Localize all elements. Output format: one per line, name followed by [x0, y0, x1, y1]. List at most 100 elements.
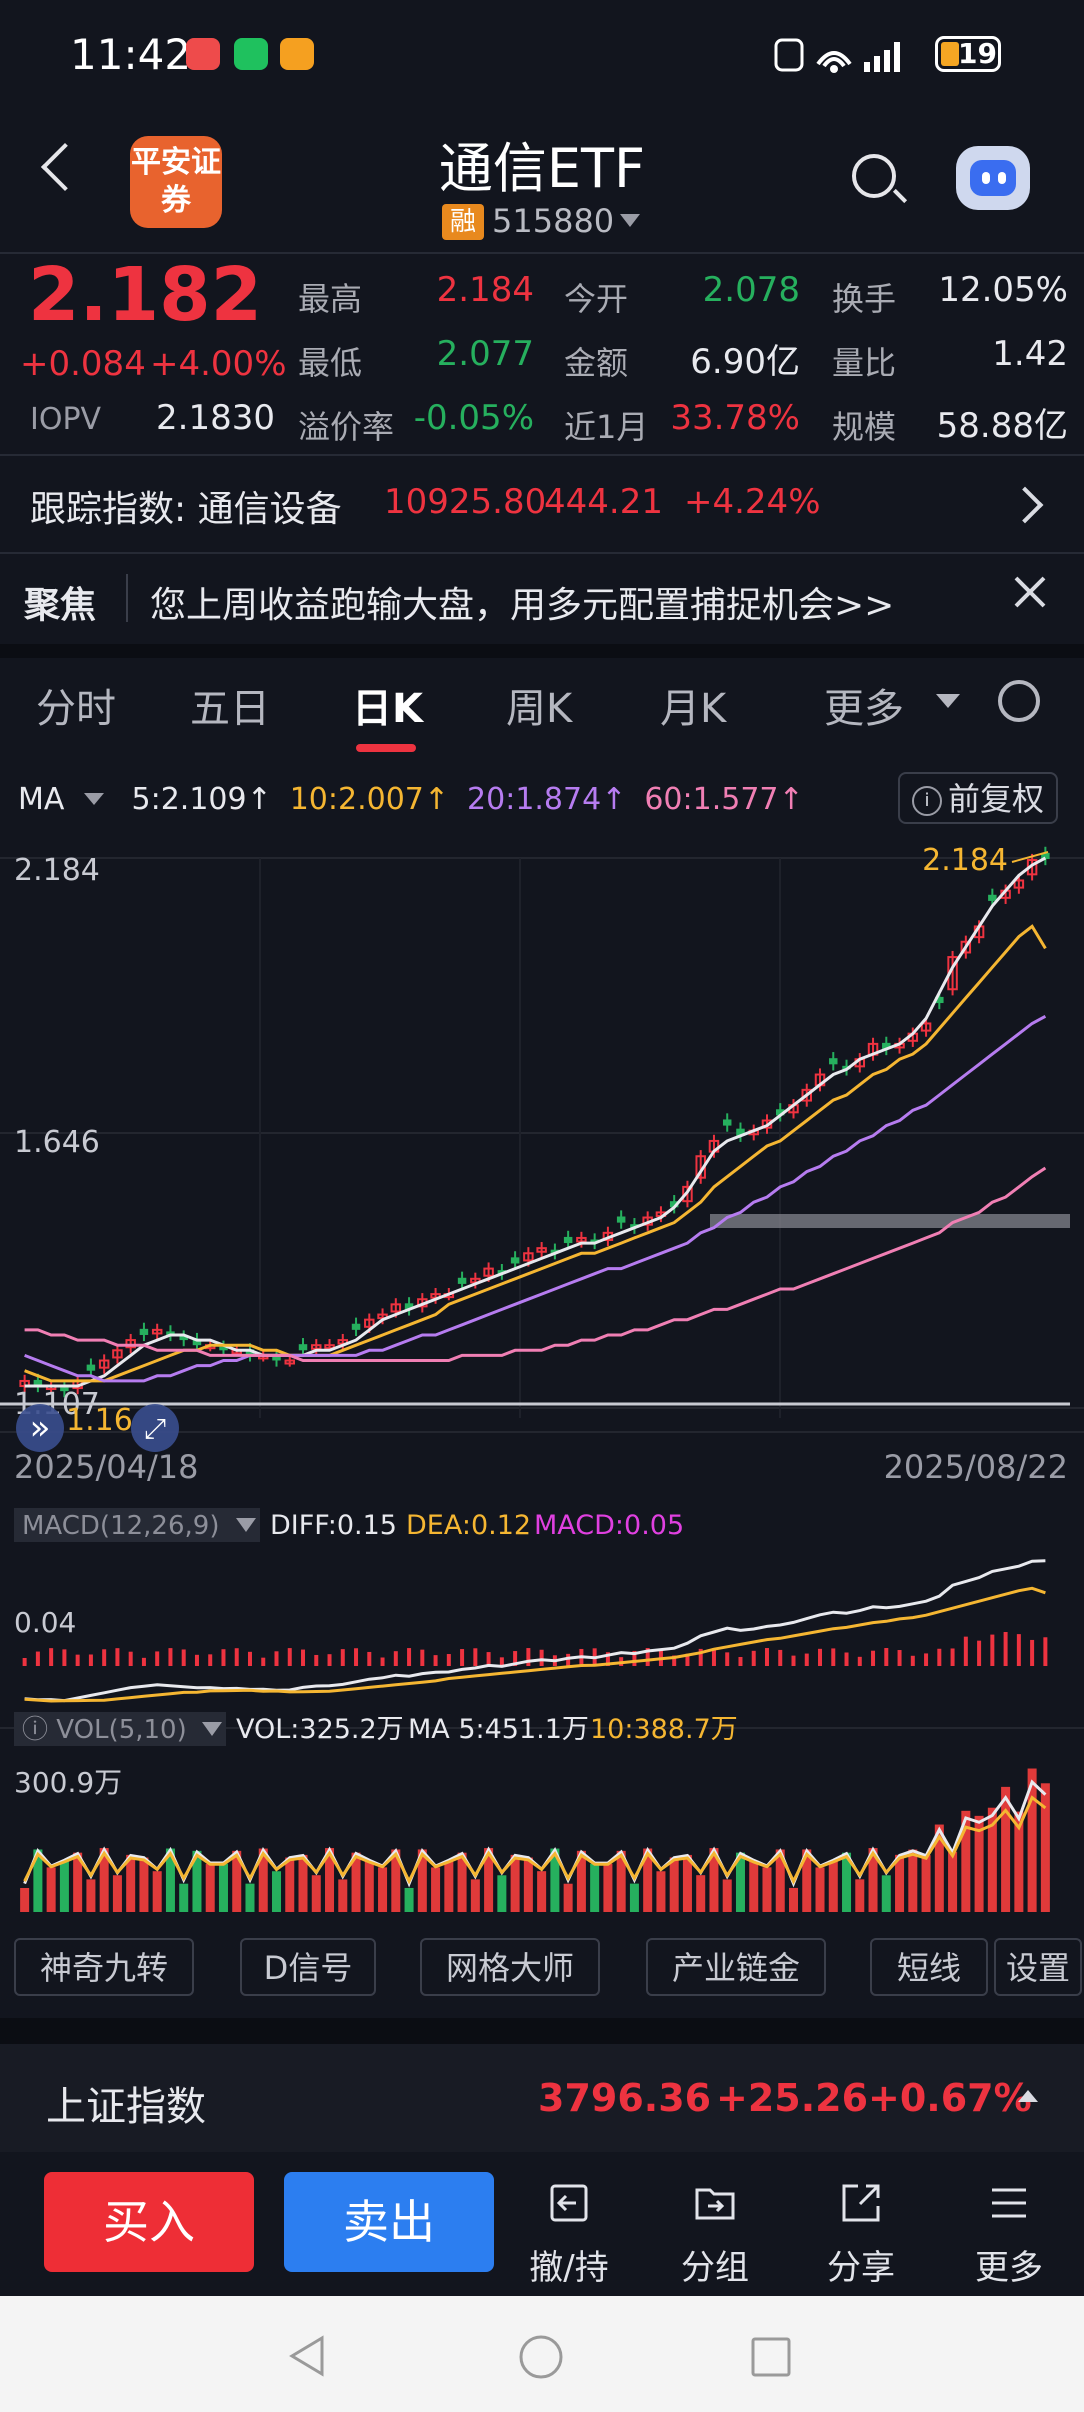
broker-logo[interactable]: 平安证券 [130, 136, 222, 228]
chevron-down-icon[interactable] [936, 694, 960, 708]
candle-body [272, 1356, 281, 1361]
vol-bar [921, 1855, 931, 1912]
macd-bar [234, 1648, 239, 1666]
ma-value: 60:1.577↑ [644, 782, 804, 817]
focus-label: 聚焦 [24, 585, 97, 626]
macd-bar [301, 1649, 306, 1666]
candle-body [404, 1303, 414, 1310]
x-tick-start: 2025/04/18 [14, 1448, 198, 1486]
vol-bar [881, 1875, 891, 1912]
vol-bar [855, 1879, 865, 1912]
vol-bar [99, 1848, 109, 1912]
vol-bar [961, 1810, 971, 1912]
tab-more[interactable]: 更多 [824, 686, 904, 732]
macd-bar [526, 1648, 531, 1666]
tool-short-term[interactable]: 短线 [870, 1938, 988, 1996]
chevron-down-icon[interactable] [620, 214, 640, 227]
candle-body [86, 1364, 96, 1371]
macd-bar [155, 1651, 160, 1666]
search-icon[interactable] [852, 154, 896, 198]
focus-text[interactable]: 您上周收益跑输大盘，用多元配置捕捉机会>> [150, 585, 895, 626]
nav-home-icon[interactable] [518, 2334, 564, 2380]
vol-bar [271, 1871, 282, 1912]
tool-industry-chain[interactable]: 产业链金 [646, 1938, 826, 1996]
candle-body [483, 1267, 494, 1277]
vol-bar [722, 1879, 732, 1912]
macd-bar [168, 1648, 173, 1666]
tab-weekly-k[interactable]: 周K [506, 686, 573, 732]
stat-label: 量比 [832, 344, 897, 382]
vol-bar [20, 1888, 30, 1912]
vol-bar [73, 1852, 83, 1912]
candle-body [510, 1257, 520, 1264]
gear-icon[interactable] [998, 680, 1040, 722]
share-button[interactable]: 分享 [806, 2180, 916, 2289]
vol-bar [218, 1863, 228, 1912]
group-button[interactable]: 分组 [660, 2180, 770, 2289]
tool-magic-nine[interactable]: 神奇九转 [14, 1938, 194, 1996]
vol-label-bg [14, 1712, 226, 1746]
vol-bar [682, 1854, 692, 1912]
candle-body [219, 1346, 228, 1351]
candle-body [590, 1239, 599, 1244]
vol-bar [165, 1848, 175, 1912]
security-code[interactable]: 515880 [492, 202, 615, 240]
macd-axis-label: 0.04 [14, 1606, 76, 1639]
ma-value: 5:2.109↑ [131, 782, 272, 817]
sell-button[interactable]: 卖出 [284, 2172, 494, 2272]
tab-daily-k[interactable]: 日K [352, 686, 423, 732]
buy-button[interactable]: 买入 [44, 2172, 254, 2272]
adjust-mode-button[interactable]: i 前复权 [898, 772, 1058, 824]
vol-bar [775, 1849, 785, 1912]
macd-bar [274, 1651, 279, 1666]
macd-bar [1016, 1634, 1021, 1666]
tool-d-signal[interactable]: D信号 [240, 1938, 376, 1996]
vol-bar [537, 1871, 547, 1912]
tool-grid-master[interactable]: 网格大师 [420, 1938, 600, 1996]
cancel-hold-button[interactable]: 撤/持 [514, 2180, 624, 2289]
tab-intraday[interactable]: 分时 [36, 686, 116, 732]
tab-monthly-k[interactable]: 月K [660, 686, 727, 732]
vol-axis-label: 300.9万 [14, 1766, 122, 1799]
macd-bar [499, 1657, 504, 1666]
macd-bar [367, 1651, 372, 1666]
candle-body [935, 996, 944, 1004]
macd-bar [818, 1648, 823, 1666]
app-notification-icon [280, 38, 314, 70]
nav-recents-icon[interactable] [750, 2336, 792, 2378]
chevron-up-icon[interactable] [1018, 2090, 1038, 2102]
macd-bar [128, 1651, 133, 1666]
index-value: 3796.36 [538, 2076, 712, 2120]
market-index-bar[interactable]: 上证指数 3796.36 +25.26 +0.67% [0, 2044, 1084, 2152]
max-marker-line [1011, 851, 1049, 863]
highlight-band [710, 1214, 1070, 1228]
candle-body [669, 1201, 679, 1208]
more-button[interactable]: 更多 [954, 2180, 1064, 2289]
macd-bar [566, 1653, 571, 1666]
ma-values: 5:2.109↑ 10:2.007↑ 20:1.874↑ 60:1.577↑ [132, 782, 822, 817]
macd-bar [407, 1648, 412, 1666]
ma-label: MA [18, 782, 65, 817]
vol-bar [842, 1852, 852, 1912]
candle-body [550, 1249, 560, 1254]
tool-settings[interactable]: 设置 [994, 1938, 1082, 1996]
close-icon[interactable] [1012, 574, 1048, 610]
clock: 11:42 [70, 30, 192, 79]
tab-five-day[interactable]: 五日 [190, 686, 270, 732]
vol-bar [735, 1852, 745, 1912]
focus-banner[interactable]: 聚焦 您上周收益跑输大盘，用多元配置捕捉机会>> [0, 554, 1084, 642]
macd-bar [645, 1648, 650, 1666]
ma-legend[interactable]: MA 5:2.109↑ 10:2.007↑ 20:1.874↑ 60:1.577↑ [18, 782, 822, 817]
macd-bar [115, 1648, 120, 1666]
nav-back-icon[interactable] [286, 2334, 326, 2378]
candle-body [245, 1349, 255, 1356]
macd-bar [1030, 1639, 1035, 1666]
stat-label: 近1月 [564, 408, 649, 446]
x-tick-end: 2025/08/22 [884, 1448, 1068, 1486]
candle-body [33, 1379, 43, 1387]
candle-body [298, 1344, 308, 1351]
vol-bar [523, 1857, 533, 1912]
vol-bar [351, 1852, 361, 1912]
tracking-index-bar[interactable]: 跟踪指数: 通信设备 10925.80 444.21 +4.24% [0, 454, 1084, 552]
